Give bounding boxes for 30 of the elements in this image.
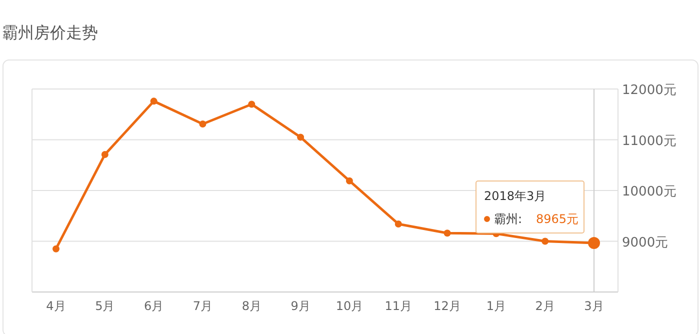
point (542, 238, 549, 245)
y-tick-label: 9000元 (622, 235, 668, 250)
x-tick-label: 1月 (486, 299, 506, 313)
y-tick-label: 10000元 (622, 184, 676, 200)
x-tick-label: 5月 (95, 299, 115, 313)
point (346, 177, 353, 184)
point (248, 100, 256, 108)
x-tick-label: 8月 (242, 299, 262, 313)
point (101, 150, 108, 158)
y-tick-label: 12000元 (622, 83, 676, 98)
x-tick-label: 10月 (336, 299, 364, 313)
annotation: 8965元 (536, 212, 579, 226)
x-tick-label: 12月 (434, 299, 461, 313)
point (52, 245, 60, 252)
chart-title: 霸州房价走势 (2, 23, 98, 42)
x-tick-label: 2月 (535, 299, 555, 313)
point (394, 220, 402, 228)
x-tick-label: 7月 (192, 299, 213, 313)
annotation: 霸州: (494, 212, 522, 226)
y-tick-label: 11000元 (622, 134, 676, 149)
point (150, 98, 158, 105)
x-tick-label: 6月 (144, 299, 164, 313)
x-tick-label: 11月 (384, 299, 412, 313)
point (444, 230, 451, 237)
annotation: 2018年3月 (484, 189, 546, 204)
point (199, 120, 206, 128)
x-tick-label: 4月 (46, 299, 66, 313)
point (297, 134, 304, 141)
x-tick-label: 3月 (584, 299, 604, 313)
x-tick-label: 9月 (290, 299, 310, 313)
